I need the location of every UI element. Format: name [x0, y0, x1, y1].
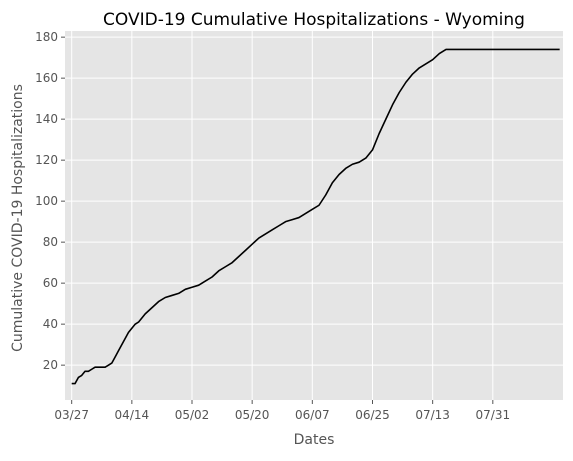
x-tick-label: 07/31 [476, 408, 511, 422]
x-tick-label: 04/14 [115, 408, 150, 422]
x-tick-label: 03/27 [54, 408, 89, 422]
x-tick-label: 06/25 [355, 408, 390, 422]
x-axis-label: Dates [294, 432, 335, 448]
y-tick-label: 40 [43, 317, 58, 331]
chart-title: COVID-19 Cumulative Hospitalizations - W… [103, 10, 525, 30]
x-axis-ticks: 03/27 04/14 05/02 05/20 06/07 06/25 07/13 07/31 [54, 400, 510, 422]
y-axis-ticks: 20 40 60 80 100 120 140 160 180 [35, 30, 65, 372]
y-tick-label: 120 [35, 153, 58, 167]
y-tick-label: 140 [35, 112, 58, 126]
x-tick-label: 07/13 [415, 408, 450, 422]
y-tick-label: 160 [35, 71, 58, 85]
y-axis-label: Cumulative COVID-19 Hospitalizations [10, 84, 26, 352]
x-tick-label: 05/02 [175, 408, 210, 422]
series-line [71, 48, 560, 385]
plot-background [65, 31, 563, 400]
y-tick-label: 80 [43, 235, 58, 249]
series-layer [71, 48, 560, 385]
x-tick-label: 05/20 [235, 408, 270, 422]
x-tick-label: 06/07 [295, 408, 330, 422]
y-tick-label: 20 [43, 358, 58, 372]
y-tick-label: 180 [35, 30, 58, 44]
y-tick-label: 60 [43, 276, 58, 290]
y-tick-label: 100 [35, 194, 58, 208]
grid-lines [65, 31, 563, 400]
